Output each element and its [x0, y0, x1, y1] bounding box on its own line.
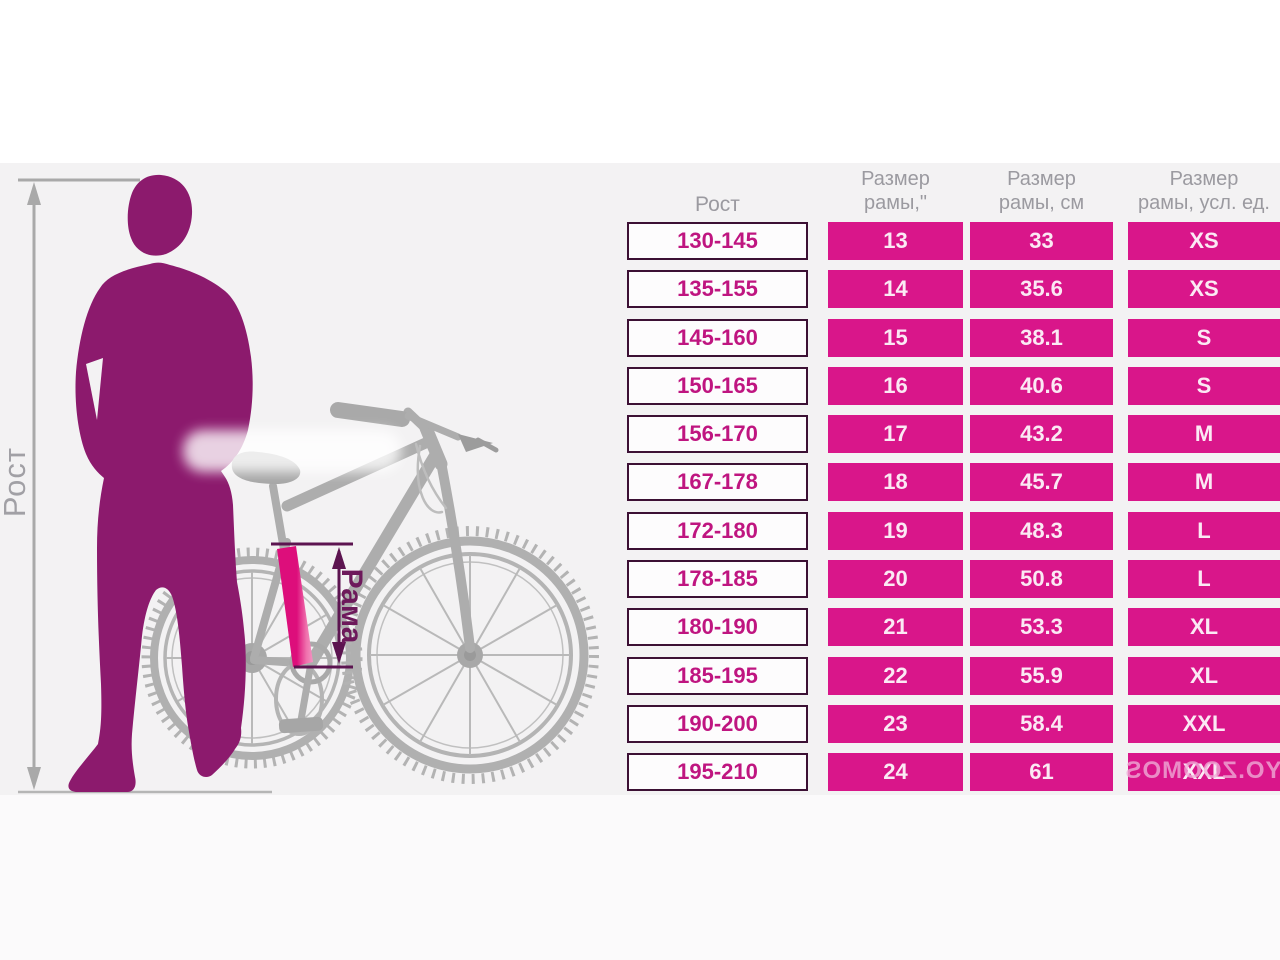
fork	[436, 457, 475, 653]
height-range-cell: 172-180	[627, 511, 808, 550]
frame-size-cm-cell: 48.3	[970, 511, 1113, 550]
brake-lever-tip	[475, 437, 499, 453]
table-row: 195-210 24 61 XXL	[627, 753, 1280, 792]
frame-size-units-cell: XXL	[1128, 753, 1280, 792]
frame-size-units-cell: M	[1128, 463, 1280, 502]
header-height: Рост	[695, 193, 740, 216]
header-frame-inches: Размер рамы,"	[861, 168, 930, 214]
frame-size-cm-cell: 40.6	[970, 366, 1113, 405]
table-row: 135-155 14 35.6 XS	[627, 270, 1280, 309]
table-row: 178-185 20 50.8 L	[627, 560, 1280, 599]
frame-size-units-cell: M	[1128, 415, 1280, 454]
top-tube	[281, 435, 436, 512]
frame-measure-label: Рама	[335, 568, 368, 644]
silhouette-body	[68, 262, 253, 793]
table-row: 145-160 15 38.1 S	[627, 318, 1280, 357]
height-range-cell: 135-155	[627, 270, 808, 309]
seatpost	[269, 482, 288, 554]
white-blur-patch	[183, 430, 401, 472]
arm-gap-notch	[86, 358, 103, 420]
shift-cable	[416, 444, 444, 514]
frame-size-units-cell: XS	[1128, 270, 1280, 309]
height-range-cell: 150-165	[627, 366, 808, 405]
frame-size-inches-cell: 23	[828, 704, 963, 743]
table-row: 190-200 23 58.4 XXL	[627, 704, 1280, 743]
person-silhouette	[68, 174, 253, 793]
frame-size-units-cell: S	[1128, 366, 1280, 405]
frame-measure-arrow	[271, 542, 353, 669]
height-range-cell: 130-145	[627, 222, 808, 260]
frame-size-cm-cell: 45.7	[970, 463, 1113, 502]
frame-size-units-cell: XL	[1128, 656, 1280, 695]
table-row: 185-195 22 55.9 XL	[627, 656, 1280, 695]
table-header-row: Рост Размер рамы," Размер рамы, см Разме…	[627, 162, 1280, 220]
height-range-cell: 145-160	[627, 318, 808, 357]
frame-size-inches-cell: 24	[828, 753, 963, 792]
frame-size-inches-cell: 19	[828, 511, 963, 550]
header-frame-cm: Размер рамы, см	[998, 168, 1085, 214]
frame-size-inches-cell: 15	[828, 318, 963, 357]
frame-size-units-cell: XXL	[1128, 704, 1280, 743]
frame-size-units-cell: XS	[1128, 222, 1280, 260]
frame-highlight-bar	[277, 546, 313, 667]
frame-size-inches-cell: 18	[828, 463, 963, 502]
height-range-cell: 167-178	[627, 463, 808, 502]
frame-size-inches-cell: 14	[828, 270, 963, 309]
frame-size-inches-cell: 21	[828, 608, 963, 647]
header-frame-units: Размер рамы, усл. ед.	[1138, 168, 1270, 214]
bike-sizing-illustration	[18, 174, 599, 794]
table-row: 172-180 19 48.3 L	[627, 511, 1280, 550]
down-tube	[305, 448, 442, 669]
table-row: 150-165 16 40.6 S	[627, 366, 1280, 405]
frame-size-cm-cell: 33	[970, 222, 1113, 260]
frame-size-inches-cell: 13	[828, 222, 963, 260]
bottom-background-band	[0, 795, 1280, 960]
handlebar	[404, 412, 462, 441]
table-row: 130-145 13 33 XS	[627, 222, 1280, 260]
handlebar-grip	[330, 402, 410, 427]
frame-size-units-cell: XL	[1128, 608, 1280, 647]
size-table: 130-145 13 33 XS 135-155 14 35.6 XS 145-…	[627, 222, 1280, 802]
frame-size-inches-cell: 22	[828, 656, 963, 695]
frame-size-units-cell: L	[1128, 511, 1280, 550]
height-range-cell: 156-170	[627, 415, 808, 454]
height-axis-label: Рост	[0, 446, 32, 518]
height-measure-arrow	[18, 178, 140, 790]
frame-size-cm-cell: 55.9	[970, 656, 1113, 695]
frame-size-cm-cell: 38.1	[970, 318, 1113, 357]
table-row: 167-178 18 45.7 M	[627, 463, 1280, 502]
height-range-cell: 195-210	[627, 753, 808, 792]
height-range-cell: 185-195	[627, 656, 808, 695]
front-wheel	[341, 526, 599, 784]
frame-size-cm-cell: 61	[970, 753, 1113, 792]
frame-size-cm-cell: 50.8	[970, 560, 1113, 599]
frame-size-inches-cell: 20	[828, 560, 963, 599]
height-range-cell: 180-190	[627, 608, 808, 647]
pedal	[278, 716, 324, 734]
table-row: 156-170 17 43.2 M	[627, 415, 1280, 454]
frame-size-cm-cell: 53.3	[970, 608, 1113, 647]
table-row: 180-190 21 53.3 XL	[627, 608, 1280, 647]
frame-size-cm-cell: 58.4	[970, 704, 1113, 743]
crank-arm	[297, 659, 315, 724]
brake-lever	[458, 434, 493, 452]
frame-size-inches-cell: 16	[828, 366, 963, 405]
frame-size-cm-cell: 43.2	[970, 415, 1113, 454]
frame-size-inches-cell: 17	[828, 415, 963, 454]
frame-size-units-cell: S	[1128, 318, 1280, 357]
frame-size-units-cell: L	[1128, 560, 1280, 599]
frame-size-cm-cell: 35.6	[970, 270, 1113, 309]
height-range-cell: 178-185	[627, 560, 808, 599]
silhouette-head	[127, 174, 193, 256]
height-range-cell: 190-200	[627, 704, 808, 743]
